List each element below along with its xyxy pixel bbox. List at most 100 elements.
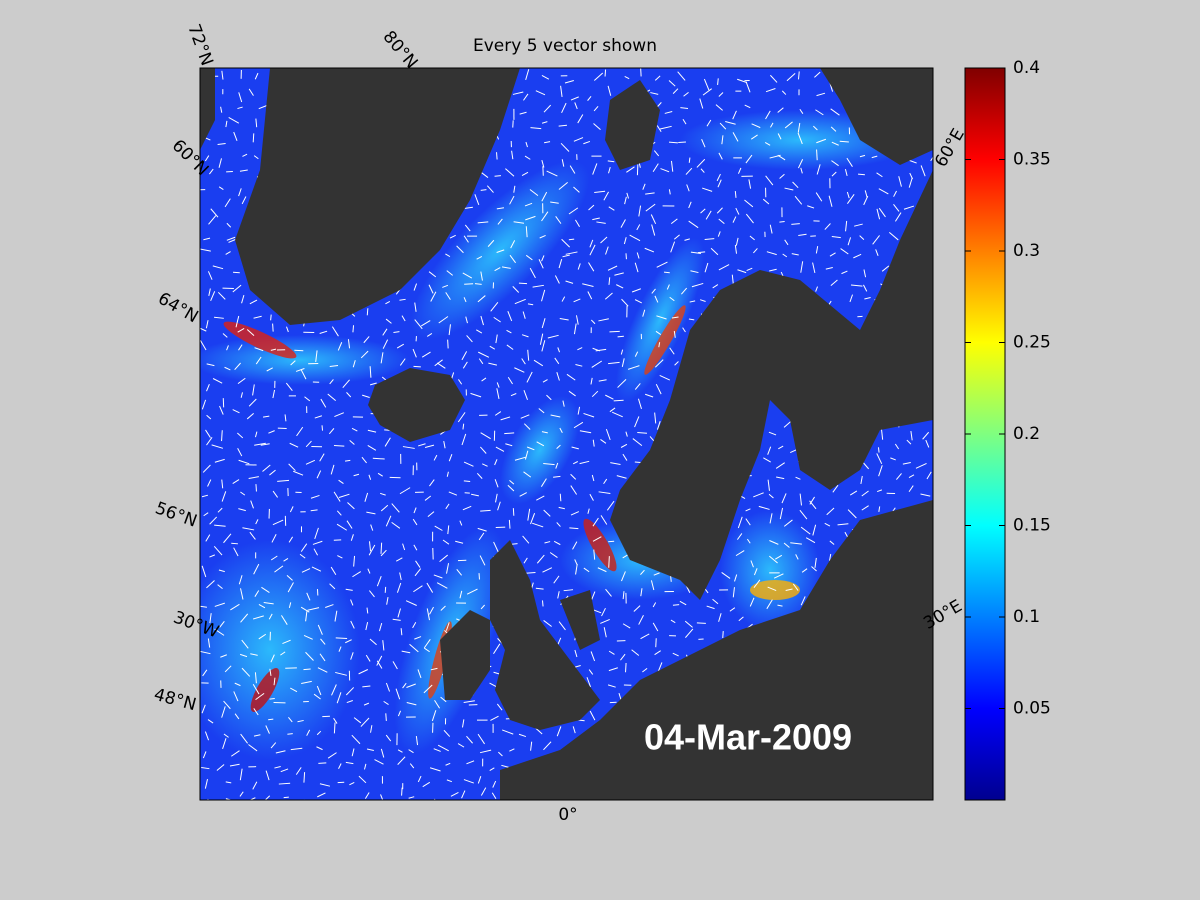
vector	[718, 92, 724, 97]
vector	[260, 443, 270, 446]
vector	[624, 75, 630, 80]
vector	[497, 218, 503, 225]
vector	[688, 318, 695, 321]
vector	[508, 519, 511, 529]
vector	[400, 628, 403, 636]
vector	[666, 284, 670, 290]
vector	[813, 125, 818, 131]
vector	[376, 576, 382, 587]
vector	[310, 509, 318, 512]
vector	[415, 560, 421, 568]
vector	[461, 433, 467, 446]
vector	[481, 377, 487, 382]
vector	[365, 654, 371, 662]
vector	[514, 456, 526, 461]
vector	[318, 762, 327, 764]
vector	[377, 472, 383, 477]
vector	[654, 295, 659, 303]
vector	[637, 432, 648, 434]
vector	[222, 738, 227, 750]
vector	[275, 750, 286, 754]
vector	[207, 479, 212, 487]
vector	[500, 416, 511, 421]
vector	[206, 414, 212, 420]
vector	[369, 366, 372, 378]
vector	[589, 239, 594, 248]
vector	[799, 493, 802, 506]
vector	[799, 108, 804, 114]
vector	[210, 291, 216, 302]
vector	[878, 188, 889, 195]
vector	[368, 474, 372, 480]
vector	[809, 496, 815, 505]
vector	[671, 316, 679, 319]
vector	[264, 795, 271, 800]
vector	[421, 351, 431, 358]
vector	[721, 572, 731, 579]
vector	[207, 719, 214, 724]
vector	[439, 554, 448, 563]
vector	[734, 244, 738, 254]
vector	[466, 760, 475, 765]
vector	[732, 110, 737, 120]
vector	[591, 390, 599, 398]
vector	[351, 748, 355, 757]
vector	[640, 569, 645, 575]
vector	[668, 141, 678, 144]
vector	[254, 347, 264, 352]
vector	[204, 731, 210, 741]
vector	[217, 142, 226, 145]
vector	[779, 507, 784, 520]
vector	[462, 505, 472, 511]
vector	[434, 525, 443, 531]
vector	[240, 733, 248, 744]
colorbar-tick-label: 0.4	[1013, 58, 1040, 78]
vector	[433, 454, 438, 461]
vector	[448, 491, 458, 496]
vector	[338, 493, 350, 498]
vector	[290, 360, 296, 366]
vector	[217, 584, 223, 590]
vector	[608, 540, 615, 543]
vector	[342, 379, 350, 389]
vector	[313, 693, 321, 700]
vector	[429, 606, 434, 615]
vector	[605, 394, 614, 400]
vector	[254, 672, 257, 684]
vector	[546, 394, 552, 401]
vector	[767, 446, 772, 455]
vector	[829, 252, 836, 257]
vector	[433, 748, 441, 752]
vector	[877, 447, 880, 453]
vector	[744, 199, 754, 208]
vector	[573, 137, 584, 142]
vector	[210, 208, 219, 218]
vector	[507, 484, 515, 492]
vector	[422, 781, 431, 788]
vector	[385, 713, 387, 722]
vector	[565, 280, 574, 284]
vector	[206, 580, 215, 589]
vector	[263, 602, 274, 605]
vector	[238, 92, 243, 103]
vector	[559, 427, 563, 434]
vector	[725, 121, 736, 125]
vector	[547, 334, 559, 339]
vector	[519, 492, 527, 497]
vector	[553, 475, 561, 478]
vector	[830, 279, 838, 286]
vector	[561, 296, 566, 302]
vector	[539, 333, 544, 345]
vector	[303, 668, 311, 671]
vector	[770, 122, 774, 128]
vector	[765, 175, 774, 186]
vector	[768, 431, 777, 436]
vector	[365, 621, 369, 631]
vector	[655, 330, 662, 336]
vector	[590, 377, 593, 385]
vector	[736, 533, 743, 540]
vector	[718, 264, 730, 271]
vector	[252, 133, 255, 143]
vector	[645, 203, 656, 212]
vector	[600, 618, 610, 624]
